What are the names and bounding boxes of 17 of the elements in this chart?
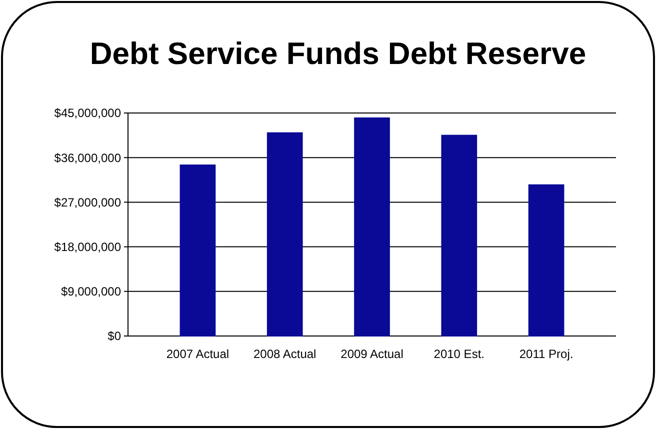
x-tick-label: 2007 Actual: [166, 347, 230, 361]
y-tick-label: $18,000,000: [54, 240, 122, 254]
bar: [441, 134, 478, 336]
x-tick-label: 2008 Actual: [254, 347, 316, 361]
y-tick-label: $0: [108, 329, 122, 344]
y-tick-label: $45,000,000: [54, 106, 122, 120]
chart-title: Debt Service Funds Debt Reserve: [90, 36, 586, 71]
y-tick-label: $27,000,000: [54, 195, 122, 210]
x-tick-label: 2010 Est.: [434, 347, 484, 361]
bar: [354, 117, 390, 336]
x-tick-label: 2011 Proj.: [519, 347, 574, 361]
x-tick-label: 2009 Actual: [340, 347, 404, 361]
bar: [180, 164, 216, 336]
bar: [528, 184, 564, 336]
y-tick-label: $36,000,000: [54, 150, 122, 165]
y-tick-label: $9,000,000: [60, 284, 122, 299]
bar: [266, 132, 303, 336]
